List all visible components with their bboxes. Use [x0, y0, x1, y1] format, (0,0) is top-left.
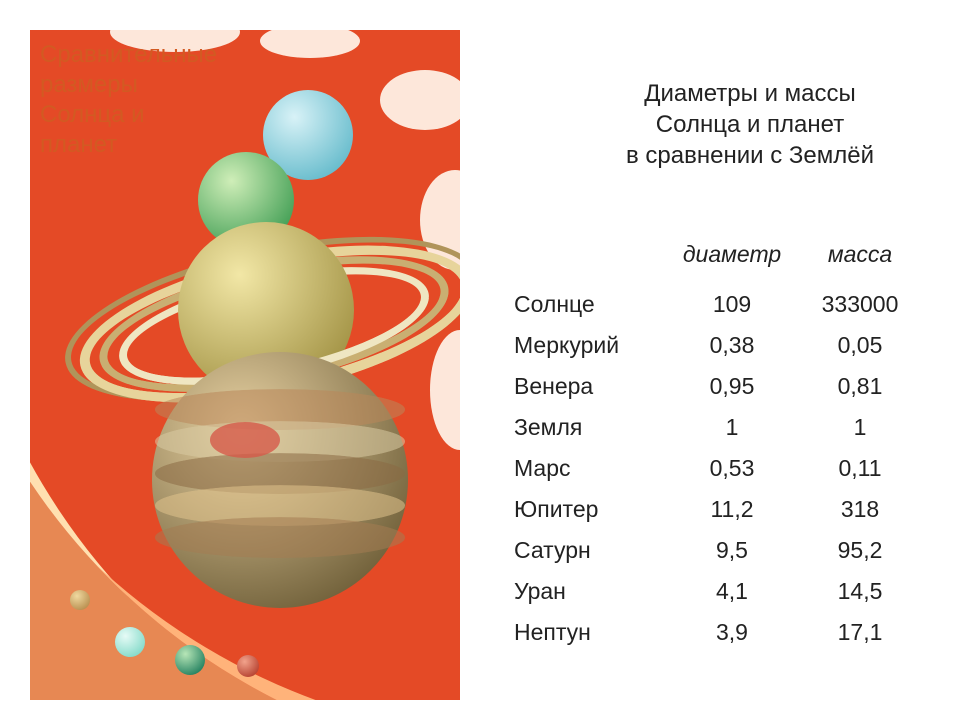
cell-mass: 333000 [796, 284, 924, 325]
cell-diameter: 11,2 [668, 489, 796, 530]
cell-diameter: 9,5 [668, 530, 796, 571]
table-header-blank [500, 235, 668, 284]
jupiter-great-red-spot [210, 422, 280, 458]
cell-mass: 318 [796, 489, 924, 530]
planet-earth [175, 645, 205, 675]
planet-mars [237, 655, 259, 677]
cell-name: Уран [500, 571, 668, 612]
cell-diameter: 109 [668, 284, 796, 325]
table-header-mass: масса [796, 235, 924, 284]
table-row: Юпитер11,2318 [500, 489, 924, 530]
cell-diameter: 1 [668, 407, 796, 448]
jupiter-band [155, 517, 406, 558]
cell-name: Юпитер [500, 489, 668, 530]
cell-name: Меркурий [500, 325, 668, 366]
table-row: Нептун3,917,1 [500, 612, 924, 653]
cell-mass: 0,11 [796, 448, 924, 489]
cell-mass: 17,1 [796, 612, 924, 653]
table-row: Солнце109333000 [500, 284, 924, 325]
planet-venus [115, 627, 145, 657]
table-row: Венера0,950,81 [500, 366, 924, 407]
table-title: Диаметры и массыСолнца и планетв сравнен… [570, 78, 930, 172]
planet-mercury [70, 590, 90, 610]
cell-name: Нептун [500, 612, 668, 653]
sun-prominence [380, 70, 460, 130]
cell-diameter: 0,38 [668, 325, 796, 366]
cell-diameter: 0,53 [668, 448, 796, 489]
table-row: Земля11 [500, 407, 924, 448]
cell-name: Земля [500, 407, 668, 448]
cell-name: Венера [500, 366, 668, 407]
table-row: Марс0,530,11 [500, 448, 924, 489]
table-row: Сатурн9,595,2 [500, 530, 924, 571]
cell-diameter: 0,95 [668, 366, 796, 407]
table-row: Уран4,114,5 [500, 571, 924, 612]
planets-table: диаметр масса Солнце109333000Меркурий0,3… [500, 235, 924, 653]
planets-illustration: СравнительныеразмерыСолнца ипланет [30, 30, 460, 700]
page: СравнительныеразмерыСолнца ипланет Диаме… [0, 0, 960, 720]
cell-mass: 0,05 [796, 325, 924, 366]
cell-diameter: 3,9 [668, 612, 796, 653]
cell-name: Марс [500, 448, 668, 489]
cell-mass: 1 [796, 407, 924, 448]
cell-mass: 0,81 [796, 366, 924, 407]
cell-diameter: 4,1 [668, 571, 796, 612]
cell-mass: 14,5 [796, 571, 924, 612]
illustration-title: СравнительныеразмерыСолнца ипланет [40, 40, 260, 160]
table-row: Меркурий0,380,05 [500, 325, 924, 366]
table-body: Солнце109333000Меркурий0,380,05Венера0,9… [500, 284, 924, 653]
cell-name: Сатурн [500, 530, 668, 571]
cell-mass: 95,2 [796, 530, 924, 571]
table-header-row: диаметр масса [500, 235, 924, 284]
cell-name: Солнце [500, 284, 668, 325]
table-header-diameter: диаметр [668, 235, 796, 284]
